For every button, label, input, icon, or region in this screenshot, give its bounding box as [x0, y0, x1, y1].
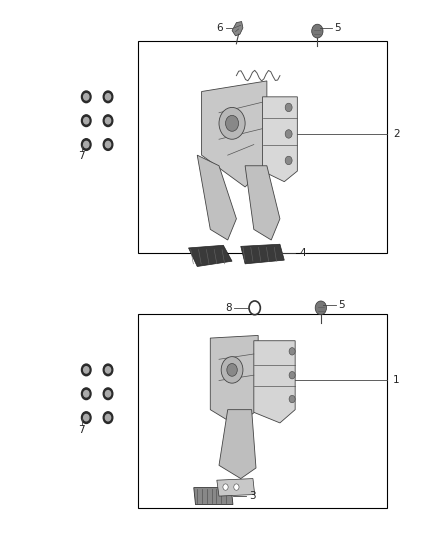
Circle shape: [106, 94, 111, 100]
Circle shape: [221, 357, 243, 383]
Bar: [138, 41, 387, 253]
Text: 7: 7: [78, 151, 85, 161]
Circle shape: [84, 415, 89, 421]
Polygon shape: [219, 410, 256, 479]
Circle shape: [103, 91, 113, 103]
Circle shape: [84, 391, 89, 397]
Circle shape: [223, 484, 228, 490]
Circle shape: [84, 367, 89, 373]
Circle shape: [285, 156, 292, 165]
Text: 4: 4: [300, 248, 306, 259]
Polygon shape: [262, 97, 297, 182]
Polygon shape: [194, 488, 233, 505]
Bar: [138, 314, 387, 508]
Polygon shape: [217, 479, 254, 496]
Circle shape: [234, 484, 239, 490]
Circle shape: [285, 130, 292, 138]
Circle shape: [81, 139, 91, 150]
Polygon shape: [245, 166, 280, 240]
Circle shape: [226, 115, 239, 131]
Circle shape: [315, 301, 326, 315]
Polygon shape: [254, 341, 295, 423]
Circle shape: [81, 388, 91, 400]
Text: 7: 7: [78, 425, 85, 435]
Circle shape: [84, 117, 89, 124]
Polygon shape: [188, 245, 232, 266]
Circle shape: [289, 395, 295, 403]
Circle shape: [106, 415, 111, 421]
Circle shape: [84, 141, 89, 148]
Circle shape: [106, 141, 111, 148]
Polygon shape: [201, 81, 267, 187]
Circle shape: [81, 412, 91, 423]
Text: 3: 3: [250, 491, 256, 501]
Circle shape: [103, 115, 113, 126]
Text: 2: 2: [393, 129, 400, 139]
Circle shape: [289, 348, 295, 355]
Circle shape: [285, 103, 292, 112]
Circle shape: [81, 115, 91, 126]
Circle shape: [103, 364, 113, 376]
Polygon shape: [241, 244, 284, 264]
Circle shape: [312, 24, 323, 38]
Text: 1: 1: [393, 375, 400, 385]
Circle shape: [84, 94, 89, 100]
Circle shape: [227, 364, 237, 376]
Circle shape: [106, 367, 111, 373]
Text: 8: 8: [226, 303, 232, 313]
Circle shape: [219, 108, 245, 139]
Circle shape: [289, 372, 295, 379]
Text: 6: 6: [217, 23, 223, 33]
Text: 5: 5: [338, 300, 344, 310]
Circle shape: [103, 412, 113, 423]
Circle shape: [103, 139, 113, 150]
Circle shape: [81, 91, 91, 103]
Polygon shape: [232, 21, 243, 36]
Circle shape: [106, 391, 111, 397]
Circle shape: [106, 117, 111, 124]
Text: 5: 5: [334, 23, 341, 33]
Circle shape: [103, 388, 113, 400]
Polygon shape: [210, 335, 258, 425]
Polygon shape: [197, 155, 237, 240]
Circle shape: [81, 364, 91, 376]
